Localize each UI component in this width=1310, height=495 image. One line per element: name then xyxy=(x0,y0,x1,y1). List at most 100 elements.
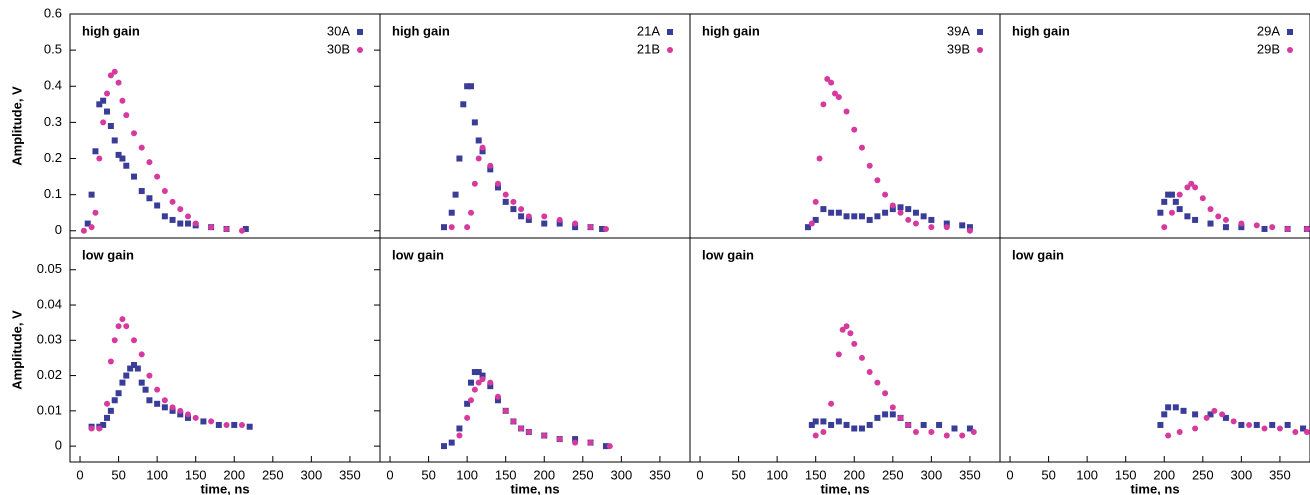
y-tick-label: 0.6 xyxy=(44,5,62,20)
marker-square xyxy=(177,411,184,418)
marker-square xyxy=(134,365,141,372)
marker-square xyxy=(161,404,168,411)
marker-circle xyxy=(1253,222,1260,229)
marker-square xyxy=(142,386,149,393)
marker-circle xyxy=(1165,432,1172,439)
marker-square xyxy=(920,213,927,220)
marker-square xyxy=(556,220,563,227)
x-tick-label: 0 xyxy=(76,467,83,482)
marker-circle xyxy=(1261,425,1268,432)
marker-circle xyxy=(847,330,854,337)
legend-marker xyxy=(357,29,363,35)
marker-square xyxy=(115,390,122,397)
legend-marker xyxy=(1287,47,1293,53)
marker-square xyxy=(959,222,966,229)
marker-circle xyxy=(1219,411,1226,418)
legend-label: 39B xyxy=(947,41,970,56)
marker-square xyxy=(111,137,118,144)
legend-label: 30A xyxy=(327,23,350,38)
panel-label: low gain xyxy=(392,247,444,262)
legend-label: 30B xyxy=(327,41,350,56)
marker-square xyxy=(866,421,873,428)
marker-square xyxy=(1172,404,1179,411)
marker-square xyxy=(812,418,819,425)
legend-label: 29A xyxy=(1257,23,1280,38)
marker-circle xyxy=(510,198,517,205)
legend-label: 21A xyxy=(637,23,660,38)
marker-circle xyxy=(479,376,486,383)
marker-circle xyxy=(606,443,613,450)
marker-square xyxy=(487,166,494,173)
marker-square xyxy=(123,372,130,379)
y-tick-label: 0.04 xyxy=(37,296,62,311)
x-axis-label: time, ns xyxy=(200,481,249,495)
marker-square xyxy=(441,224,448,231)
marker-circle xyxy=(858,354,865,361)
y-tick-label: 0 xyxy=(55,222,62,237)
marker-square xyxy=(154,400,161,407)
panel-label: high gain xyxy=(82,23,140,38)
y-tick-label: 0.5 xyxy=(44,42,62,57)
marker-circle xyxy=(587,224,594,231)
marker-circle xyxy=(882,191,889,198)
legend-label: 21B xyxy=(637,41,660,56)
marker-square xyxy=(1238,421,1245,428)
marker-square xyxy=(889,411,896,418)
x-tick-label: 250 xyxy=(882,467,904,482)
marker-circle xyxy=(111,337,118,344)
marker-square xyxy=(246,423,253,430)
marker-circle xyxy=(1269,224,1276,231)
marker-square xyxy=(851,425,858,432)
marker-square xyxy=(96,101,103,108)
marker-square xyxy=(820,418,827,425)
marker-circle xyxy=(835,351,842,358)
x-axis-label: time, ns xyxy=(510,481,559,495)
marker-circle xyxy=(100,119,107,126)
x-tick-label: 50 xyxy=(421,467,435,482)
marker-circle xyxy=(475,155,482,162)
x-tick-label: 150 xyxy=(495,467,517,482)
marker-circle xyxy=(223,225,230,232)
marker-circle xyxy=(851,340,858,347)
marker-circle xyxy=(131,337,138,344)
marker-circle xyxy=(572,439,579,446)
marker-circle xyxy=(812,432,819,439)
marker-circle xyxy=(812,198,819,205)
marker-square xyxy=(1161,411,1168,418)
plot-frame xyxy=(379,237,691,463)
marker-circle xyxy=(905,421,912,428)
panel-label: low gain xyxy=(702,247,754,262)
marker-circle xyxy=(943,432,950,439)
marker-square xyxy=(572,224,579,231)
marker-circle xyxy=(874,177,881,184)
marker-circle xyxy=(882,390,889,397)
y-tick-label: 0.05 xyxy=(37,261,62,276)
marker-square xyxy=(177,220,184,227)
marker-square xyxy=(464,83,471,90)
x-tick-label: 100 xyxy=(1076,467,1098,482)
marker-circle xyxy=(464,414,471,421)
marker-circle xyxy=(467,209,474,216)
marker-circle xyxy=(828,79,835,86)
marker-square xyxy=(1176,206,1183,213)
marker-square xyxy=(882,209,889,216)
marker-circle xyxy=(479,144,486,151)
marker-circle xyxy=(518,425,525,432)
marker-square xyxy=(1184,213,1191,220)
legend-label: 29B xyxy=(1257,41,1280,56)
marker-circle xyxy=(107,72,114,79)
marker-square xyxy=(111,397,118,404)
marker-square xyxy=(1222,224,1229,231)
marker-circle xyxy=(184,411,191,418)
marker-square xyxy=(242,225,249,232)
marker-circle xyxy=(1276,425,1283,432)
marker-square xyxy=(131,173,138,180)
marker-square xyxy=(107,407,114,414)
marker-circle xyxy=(1303,429,1310,436)
y-tick-label: 0.4 xyxy=(44,78,62,93)
panel-label: high gain xyxy=(392,23,450,38)
marker-square xyxy=(804,224,811,231)
marker-circle xyxy=(970,429,977,436)
marker-circle xyxy=(494,180,501,187)
marker-circle xyxy=(96,155,103,162)
